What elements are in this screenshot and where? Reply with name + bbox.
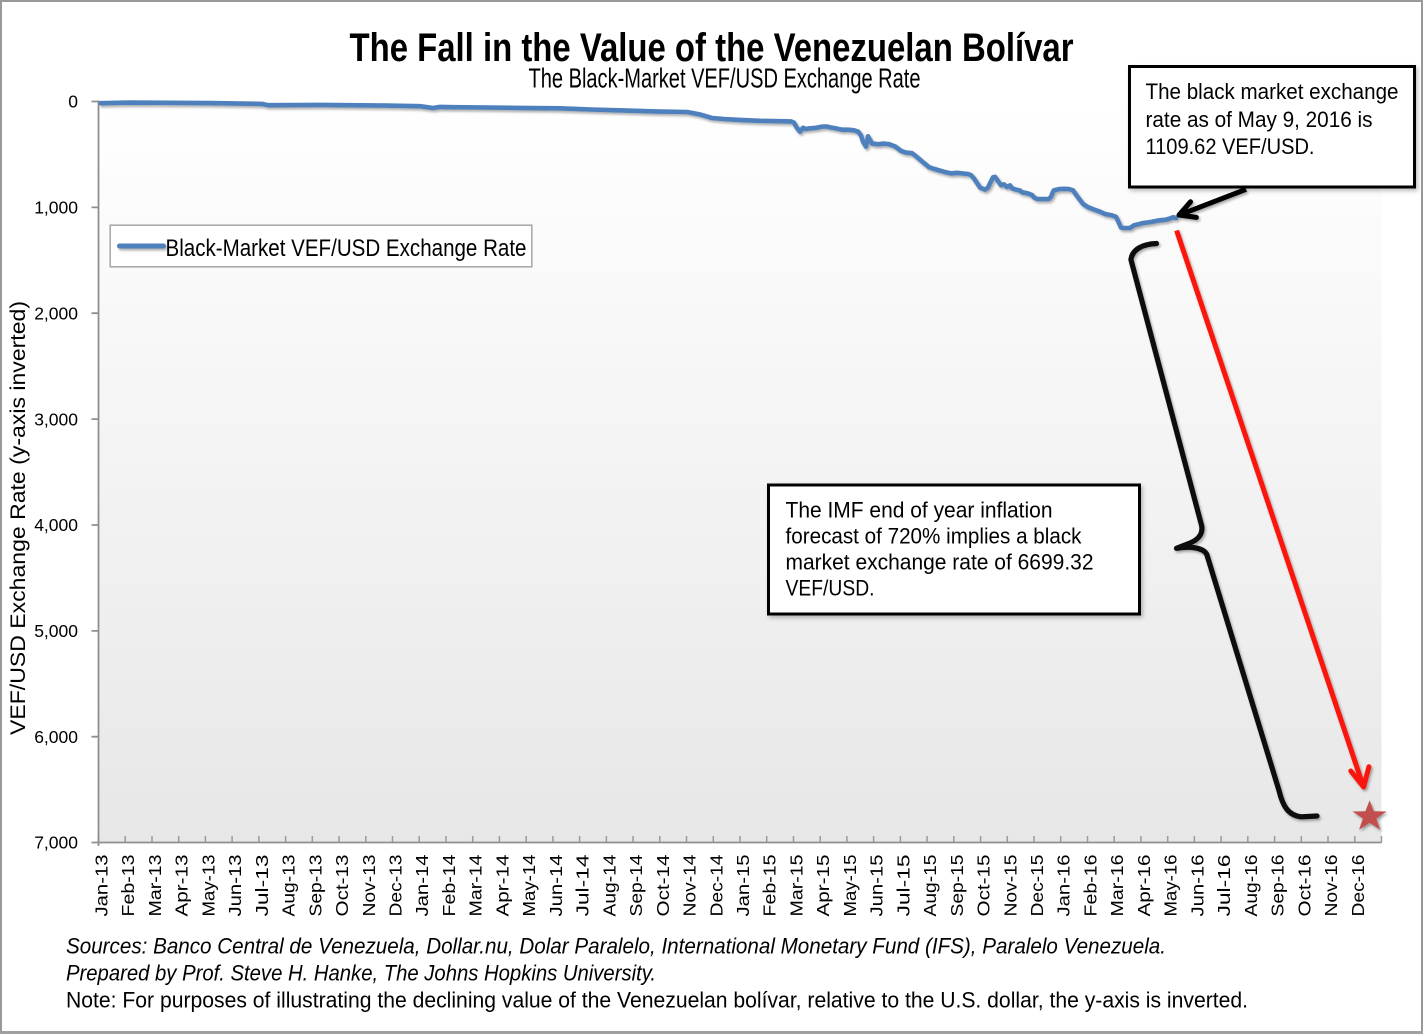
svg-text:Dec-14: Dec-14: [706, 854, 726, 916]
svg-text:1109.62 VEF/USD.: 1109.62 VEF/USD.: [1146, 134, 1315, 159]
svg-text:5,000: 5,000: [34, 621, 78, 641]
svg-text:Black-Market VEF/USD Exchange: Black-Market VEF/USD Exchange Rate: [166, 235, 527, 262]
svg-text:6,000: 6,000: [34, 727, 78, 747]
svg-text:Aug-15: Aug-15: [920, 855, 940, 917]
svg-text:Sep-15: Sep-15: [947, 855, 967, 917]
svg-text:2,000: 2,000: [34, 303, 78, 323]
svg-text:Feb-14: Feb-14: [439, 854, 459, 916]
svg-text:Jul-13: Jul-13: [252, 855, 272, 917]
svg-text:Jun-15: Jun-15: [867, 855, 887, 917]
svg-text:3,000: 3,000: [34, 409, 78, 429]
svg-text:The Black-Market VEF/USD Excha: The Black-Market VEF/USD Exchange Rate: [529, 63, 921, 94]
svg-text:Jan-13: Jan-13: [92, 855, 112, 917]
svg-text:Sep-16: Sep-16: [1268, 855, 1288, 917]
svg-text:Feb-13: Feb-13: [118, 855, 138, 917]
svg-text:7,000: 7,000: [34, 833, 78, 853]
svg-text:Apr-15: Apr-15: [813, 855, 833, 917]
svg-text:Prepared by Prof. Steve H. Han: Prepared by Prof. Steve H. Hanke, The Jo…: [66, 961, 656, 986]
svg-text:May-14: May-14: [519, 854, 539, 916]
svg-text:Oct-13: Oct-13: [332, 855, 352, 917]
svg-text:rate as of May 9, 2016 is: rate as of May 9, 2016 is: [1146, 107, 1373, 132]
svg-text:Oct-16: Oct-16: [1294, 855, 1314, 917]
svg-text:4,000: 4,000: [34, 515, 78, 535]
svg-text:Oct-14: Oct-14: [653, 854, 673, 916]
svg-text:Jul-14: Jul-14: [573, 854, 593, 916]
svg-text:Aug-13: Aug-13: [279, 855, 299, 917]
svg-text:Dec-15: Dec-15: [1027, 855, 1047, 917]
svg-text:Aug-16: Aug-16: [1241, 855, 1261, 917]
svg-text:Aug-14: Aug-14: [599, 854, 619, 916]
svg-text:The black market exchange: The black market exchange: [1146, 79, 1399, 104]
svg-text:forecast of 720% implies a bla: forecast of 720% implies a black: [786, 524, 1083, 549]
svg-text:May-15: May-15: [840, 855, 860, 917]
svg-text:Jun-16: Jun-16: [1187, 855, 1207, 917]
svg-text:May-16: May-16: [1161, 855, 1181, 917]
svg-text:Note: For purposes of illustra: Note: For purposes of illustrating the d…: [66, 988, 1248, 1013]
svg-text:Apr-16: Apr-16: [1134, 855, 1154, 917]
svg-text:Feb-16: Feb-16: [1081, 855, 1101, 917]
svg-text:Feb-15: Feb-15: [760, 855, 780, 917]
svg-text:Jun-13: Jun-13: [225, 855, 245, 917]
svg-text:Mar-16: Mar-16: [1107, 855, 1127, 917]
svg-text:Mar-13: Mar-13: [145, 855, 165, 917]
svg-text:Apr-14: Apr-14: [492, 854, 512, 916]
svg-text:Dec-13: Dec-13: [386, 855, 406, 917]
svg-text:Sources: Banco Central de Vene: Sources: Banco Central de Venezuela, Dol…: [66, 934, 1166, 959]
svg-text:May-13: May-13: [198, 855, 218, 917]
svg-text:Nov-13: Nov-13: [359, 855, 379, 917]
svg-text:0: 0: [68, 92, 78, 112]
svg-text:Jul-15: Jul-15: [893, 855, 913, 917]
svg-text:market exchange rate of 6699.3: market exchange rate of 6699.32: [786, 550, 1094, 575]
svg-text:Mar-15: Mar-15: [787, 855, 807, 917]
svg-text:Mar-14: Mar-14: [466, 854, 486, 916]
svg-text:VEF/USD Exchange Rate (y-axis: VEF/USD Exchange Rate (y-axis inverted): [7, 301, 30, 735]
svg-text:Oct-15: Oct-15: [974, 855, 994, 917]
svg-text:1,000: 1,000: [34, 198, 78, 218]
svg-text:Sep-13: Sep-13: [305, 855, 325, 917]
svg-text:Jan-14: Jan-14: [412, 854, 432, 916]
svg-text:Jan-15: Jan-15: [733, 855, 753, 917]
svg-text:Jul-16: Jul-16: [1214, 855, 1234, 917]
svg-text:Nov-14: Nov-14: [680, 854, 700, 916]
svg-text:Apr-13: Apr-13: [172, 855, 192, 917]
svg-text:The IMF end of year inflation: The IMF end of year inflation: [786, 498, 1053, 523]
svg-text:Jan-16: Jan-16: [1054, 855, 1074, 917]
svg-text:Nov-15: Nov-15: [1000, 855, 1020, 917]
svg-text:Nov-16: Nov-16: [1321, 855, 1341, 917]
svg-text:Jun-14: Jun-14: [546, 854, 566, 916]
svg-text:Dec-16: Dec-16: [1348, 855, 1368, 917]
svg-text:Sep-14: Sep-14: [626, 854, 646, 916]
svg-text:The Fall in the Value of the V: The Fall in the Value of the Venezuelan …: [350, 26, 1074, 70]
svg-text:VEF/USD.: VEF/USD.: [786, 576, 875, 601]
